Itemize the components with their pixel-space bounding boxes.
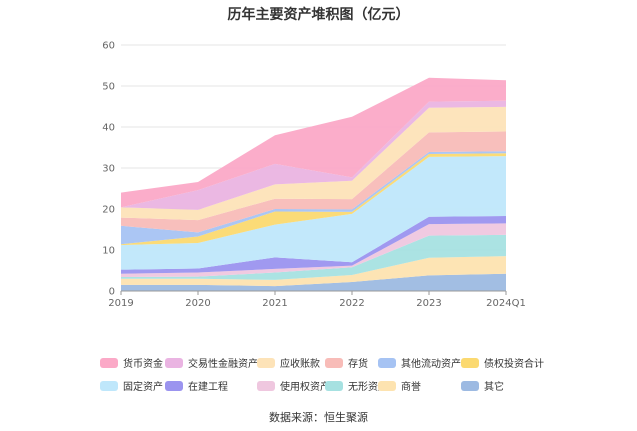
- legend-item[interactable]: 商誉: [378, 378, 461, 393]
- legend-item[interactable]: 使用权资产: [257, 378, 330, 393]
- x-tick-label: 2019: [108, 298, 133, 309]
- area-series-在建工程: [121, 215, 506, 274]
- y-tick-label: 50: [102, 82, 115, 93]
- area-series-其他流动资产: [121, 151, 506, 245]
- legend-item[interactable]: 应收账款: [257, 355, 325, 370]
- legend-swatch: [325, 357, 343, 368]
- y-tick-label: 60: [102, 41, 115, 52]
- legend-item[interactable]: 其它: [461, 378, 551, 393]
- x-tick-label: 2022: [339, 298, 364, 309]
- legend-label: 债权投资合计: [484, 359, 544, 370]
- legend-label: 应收账款: [280, 359, 320, 370]
- legend-swatch: [257, 380, 275, 391]
- legend-label: 无形资产: [348, 382, 388, 393]
- x-tick-label: 2020: [185, 298, 210, 309]
- y-tick-label: 30: [102, 164, 115, 175]
- legend-item[interactable]: 交易性金融资产: [165, 355, 258, 370]
- legend-label: 固定资产: [123, 382, 163, 393]
- area-series-应收账款: [121, 106, 506, 221]
- area-series-存货: [121, 131, 506, 233]
- y-tick-label: 0: [109, 287, 115, 298]
- y-tick-label: 40: [102, 123, 115, 134]
- legend-swatch: [257, 357, 275, 368]
- area-series-货币资金: [121, 77, 506, 208]
- legend-swatch: [165, 380, 183, 391]
- legend-item[interactable]: 债权投资合计: [461, 355, 551, 370]
- x-tick-label: 2024Q1: [486, 298, 526, 309]
- x-tick-label: 2021: [262, 298, 287, 309]
- legend-item[interactable]: 无形资产: [325, 378, 388, 393]
- data-source-note: 数据来源：恒生聚源: [269, 411, 368, 424]
- legend-label: 交易性金融资产: [188, 359, 258, 370]
- y-tick-label: 10: [102, 246, 115, 257]
- legend-item[interactable]: 固定资产: [100, 378, 165, 393]
- area-series-无形资产: [121, 234, 506, 280]
- legend-swatch: [378, 380, 396, 391]
- legend-swatch: [378, 357, 396, 368]
- legend-swatch: [100, 357, 118, 368]
- legend-item[interactable]: 货币资金: [100, 355, 165, 370]
- legend-label: 其它: [484, 382, 504, 393]
- legend-label: 商誉: [401, 382, 421, 393]
- x-tick-label: 2023: [416, 298, 441, 309]
- legend-label: 存货: [348, 359, 368, 370]
- legend-item[interactable]: 在建工程: [165, 378, 257, 393]
- axes: 0 10 20 30 40 50 60 2019 2020 2021 2022 2023 2024Q1: [102, 41, 526, 310]
- legend-item[interactable]: 存货: [325, 355, 378, 370]
- area-series-商誉: [121, 256, 506, 287]
- legend-label: 使用权资产: [280, 382, 330, 393]
- area-series-交易性金融资产: [121, 100, 506, 210]
- legend-swatch: [461, 380, 479, 391]
- legend-label: 货币资金: [123, 359, 163, 370]
- legend-label: 在建工程: [188, 382, 228, 393]
- legend-swatch: [461, 357, 479, 368]
- legend-swatch: [165, 357, 183, 368]
- y-tick-label: 20: [102, 205, 115, 216]
- legend: 货币资金 交易性金融资产 应收账款 存货 其他流动资产 债权投资合计固定资产 在建工程 使用权…: [100, 355, 570, 393]
- legend-label: 其他流动资产: [401, 359, 461, 370]
- area-series-固定资产: [121, 156, 506, 270]
- area-series-其它: [121, 273, 506, 291]
- stacked-area-chart: 0 10 20 30 40 50 60 2019 2020 2021 2022 2023 2024Q1: [102, 41, 526, 310]
- legend-item[interactable]: 其他流动资产: [378, 355, 461, 370]
- legend-swatch: [325, 380, 343, 391]
- chart-title: 历年主要资产堆积图（亿元）: [227, 7, 410, 23]
- area-series-group: [121, 77, 506, 291]
- legend-swatch: [100, 380, 118, 391]
- area-series-使用权资产: [121, 223, 506, 278]
